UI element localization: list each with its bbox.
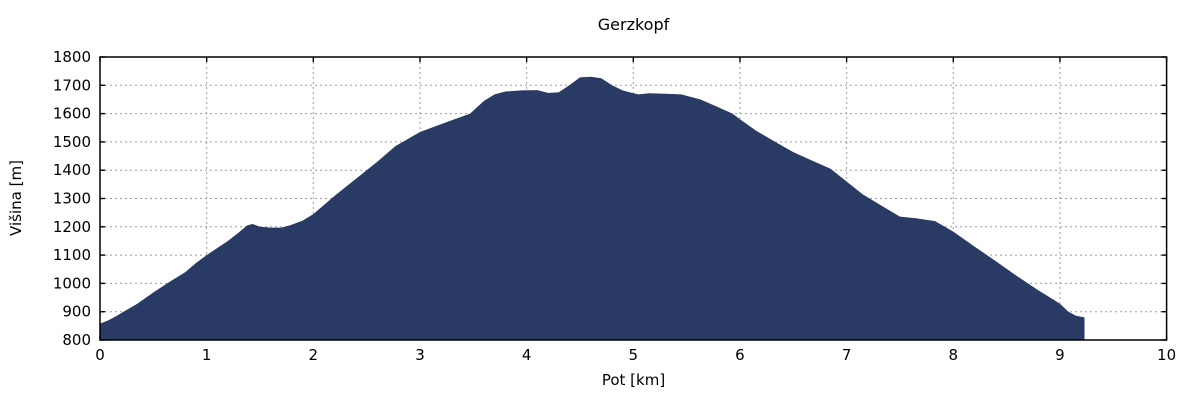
x-tick-label: 9 <box>1055 346 1065 364</box>
y-tick-label: 1400 <box>53 161 91 179</box>
x-tick-label: 1 <box>202 346 212 364</box>
y-tick-label: 1300 <box>53 190 91 208</box>
x-tick-label: 10 <box>1157 346 1176 364</box>
x-tick-label: 2 <box>309 346 319 364</box>
y-tick-label: 1000 <box>53 274 91 292</box>
plot-border <box>99 56 1168 341</box>
x-tick-label: 3 <box>415 346 425 364</box>
x-tick-label: 8 <box>949 346 959 364</box>
y-tick-label: 900 <box>62 303 91 321</box>
y-tick-label: 1200 <box>53 218 91 236</box>
x-tick-label: 7 <box>842 346 852 364</box>
y-axis-label: Višina [m] <box>7 160 25 236</box>
y-tick-label: 1800 <box>53 48 91 66</box>
x-tick-label: 0 <box>95 346 105 364</box>
y-tick-label: 800 <box>62 331 91 349</box>
chart-title: Gerzkopf <box>597 15 670 34</box>
y-tick-label: 1700 <box>53 76 91 94</box>
x-tick-label: 5 <box>629 346 639 364</box>
y-tick-label: 1600 <box>53 105 91 123</box>
y-tick-label: 1500 <box>53 133 91 151</box>
y-tick-label: 1100 <box>53 246 91 264</box>
x-tick-label: 6 <box>735 346 745 364</box>
profile-area <box>100 76 1085 341</box>
x-axis-label: Pot [km] <box>601 371 666 389</box>
x-tick-label: 4 <box>522 346 532 364</box>
